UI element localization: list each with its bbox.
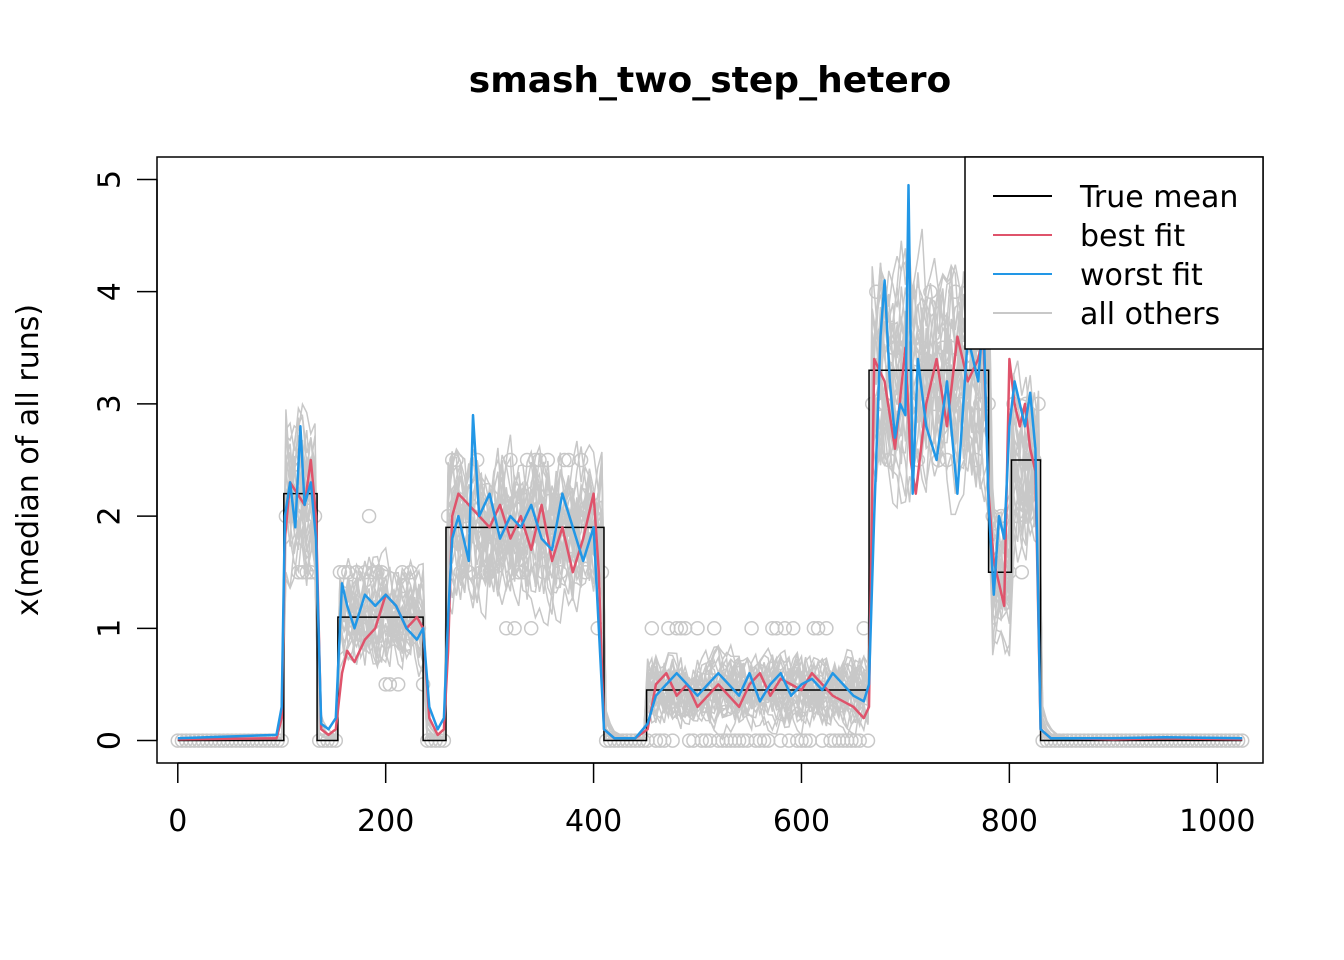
y-tick-label: 1 — [93, 619, 128, 638]
observation-point — [515, 564, 531, 580]
observation-point — [889, 340, 905, 356]
worst-fit-line — [177, 183, 1243, 740]
observation-point — [499, 621, 514, 636]
legend: True mean best fit worst fit all others — [964, 156, 1264, 350]
observation-point — [819, 621, 834, 636]
observation-point — [694, 733, 709, 748]
observation-point — [952, 396, 967, 412]
observation-point — [785, 621, 801, 636]
observation-point — [365, 564, 381, 580]
x-tick-label: 200 — [357, 804, 414, 839]
observation-point — [478, 564, 493, 580]
observation-point — [844, 733, 859, 748]
observation-point — [341, 564, 356, 580]
observation-point — [540, 452, 556, 468]
observation-point — [523, 621, 539, 636]
observation-point — [349, 564, 364, 580]
observation-point — [860, 733, 876, 748]
observation-point — [407, 621, 423, 636]
observation-point — [532, 452, 547, 468]
observation-point — [810, 621, 826, 636]
x-tick-label: 600 — [773, 804, 830, 839]
x-axis: 0 200 400 600 800 1000 — [168, 762, 1255, 839]
observation-point — [482, 564, 497, 580]
observation-point — [744, 621, 759, 636]
chart-title: smash_two_step_hetero — [469, 60, 951, 101]
observation-point — [777, 621, 793, 636]
observation-point — [769, 621, 784, 636]
legend-box — [964, 156, 1264, 350]
observation-point — [1014, 564, 1030, 580]
observation-point — [752, 733, 768, 748]
observation-point — [565, 508, 581, 524]
observation-point — [794, 733, 809, 748]
observation-point — [852, 733, 867, 748]
observation-point — [332, 564, 348, 580]
observation-point — [894, 340, 909, 356]
observation-point — [756, 733, 772, 748]
observation-point — [798, 733, 813, 748]
observation-point — [553, 564, 568, 580]
observation-point — [503, 452, 518, 468]
x-tick-label: 0 — [168, 804, 187, 839]
observation-point — [706, 621, 722, 636]
observation-point — [673, 621, 689, 636]
observation-point — [370, 564, 385, 580]
observation-point — [648, 733, 664, 748]
observation-point — [295, 564, 310, 580]
observation-point — [374, 564, 389, 580]
true-mean-layer — [177, 369, 1243, 742]
observation-point — [665, 733, 680, 748]
observation-point — [644, 621, 660, 636]
observation-point — [453, 564, 468, 580]
observation-point — [923, 284, 938, 299]
observation-point — [968, 452, 984, 468]
y-axis-label: x(median of all runs) — [11, 304, 46, 616]
observation-point — [773, 733, 788, 748]
observation-point — [474, 564, 489, 580]
observation-point — [573, 452, 589, 468]
legend-label: best fit — [1080, 219, 1185, 254]
observation-point — [927, 396, 942, 412]
observation-point — [657, 733, 672, 748]
observation-point — [507, 621, 522, 636]
x-tick-label: 800 — [981, 804, 1038, 839]
observation-point — [395, 564, 410, 580]
y-axis: 0 1 2 3 4 5 — [93, 170, 158, 750]
observation-point — [440, 508, 456, 524]
observation-point — [382, 677, 398, 692]
y-tick-label: 4 — [93, 282, 128, 301]
y-tick-label: 5 — [93, 170, 128, 189]
legend-label: all others — [1080, 297, 1220, 332]
observation-point — [914, 340, 930, 356]
observation-point — [536, 564, 551, 580]
observation-point — [578, 564, 593, 580]
observation-point — [444, 452, 460, 468]
observation-point — [881, 452, 897, 468]
observation-point — [935, 340, 951, 356]
legend-label: worst fit — [1080, 258, 1203, 293]
y-tick-label: 0 — [93, 731, 128, 750]
observation-point — [511, 564, 526, 580]
y-tick-label: 2 — [93, 507, 128, 526]
observation-point — [390, 677, 406, 692]
observation-point — [403, 564, 418, 580]
observation-point — [299, 564, 314, 580]
x-tick-label: 400 — [565, 804, 622, 839]
observation-point — [361, 508, 377, 524]
observation-point — [690, 621, 705, 636]
observation-point — [669, 621, 684, 636]
true-mean-line — [177, 369, 1243, 742]
observation-point — [557, 452, 572, 468]
observation-point — [449, 452, 464, 468]
legend-label: True mean — [1079, 180, 1238, 215]
x-tick-label: 1000 — [1179, 804, 1255, 839]
y-tick-label: 3 — [93, 394, 128, 413]
observation-point — [731, 733, 747, 748]
